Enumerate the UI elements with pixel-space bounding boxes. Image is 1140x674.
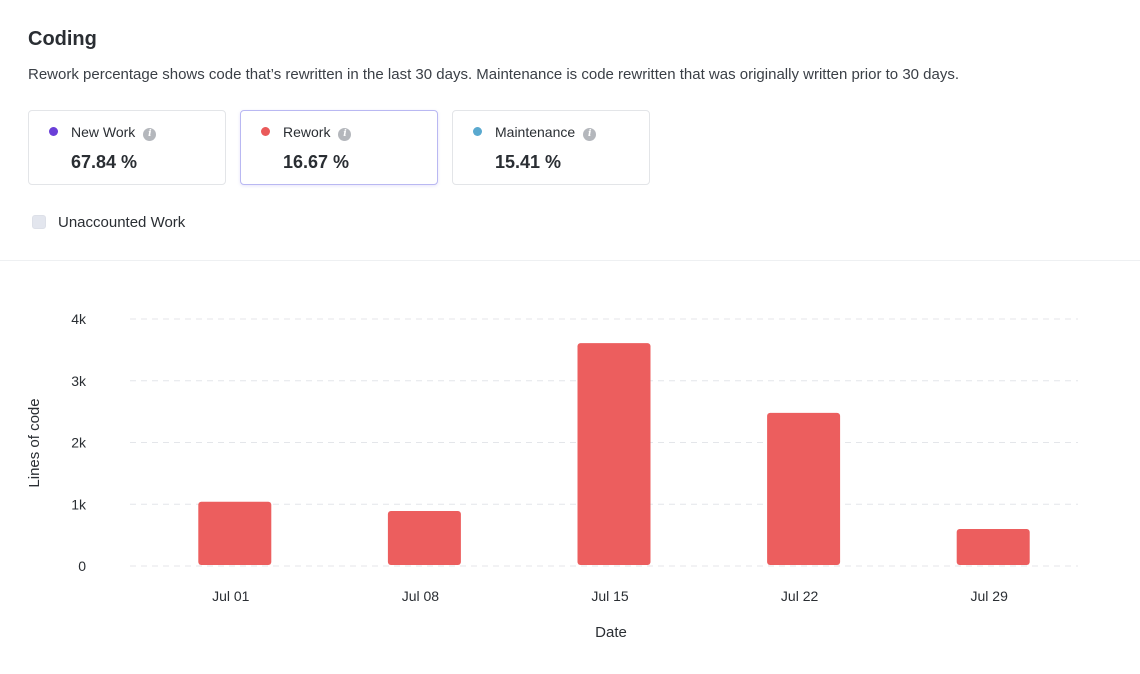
metric-label: Rework [283, 124, 331, 140]
bar-jul-15 [577, 343, 651, 565]
page-title: Coding [28, 28, 97, 50]
y-tick-label: 2k [71, 435, 87, 451]
y-tick-label: 4k [71, 311, 87, 327]
metric-card-maintenance[interactable]: Maintenance i 15.41 % [452, 110, 650, 185]
x-tick-label: Jul 08 [402, 588, 440, 604]
new-work-color-dot [49, 127, 58, 136]
rework-color-dot [261, 127, 270, 136]
bar-jul-22 [767, 412, 841, 565]
x-tick-label: Jul 29 [971, 588, 1009, 604]
metric-value: 15.41 % [495, 152, 562, 172]
x-tick-label: Jul 15 [591, 588, 629, 604]
metric-value: 67.84 % [71, 152, 138, 172]
x-tick-label: Jul 01 [212, 588, 250, 604]
section-divider [0, 260, 1140, 261]
metric-card-rework[interactable]: Rework i 16.67 % [240, 110, 438, 185]
page-description: Rework percentage shows code that’s rewr… [28, 66, 960, 83]
maintenance-color-dot [473, 127, 482, 136]
unaccounted-work-checkbox[interactable] [32, 215, 46, 229]
info-icon[interactable]: i [143, 128, 157, 141]
y-axis-title: Lines of code [26, 398, 43, 487]
x-tick-label: Jul 22 [781, 588, 819, 604]
unaccounted-work-label: Unaccounted Work [58, 213, 186, 231]
metric-label: New Work [71, 124, 136, 140]
bar-jul-01 [198, 501, 272, 565]
bar-jul-29 [956, 528, 1030, 565]
y-tick-label: 3k [71, 373, 87, 389]
metric-value: 16.67 % [283, 152, 350, 172]
metric-label: Maintenance [495, 124, 576, 140]
metric-card-new-work[interactable]: New Work i 67.84 % [28, 110, 226, 185]
unaccounted-work-toggle[interactable]: Unaccounted Work [32, 212, 185, 232]
y-tick-label: 0 [78, 558, 86, 574]
x-axis-title: Date [595, 624, 627, 641]
y-tick-label: 1k [71, 496, 87, 512]
info-icon[interactable]: i [338, 128, 352, 141]
bar-jul-08 [387, 511, 461, 565]
info-icon[interactable]: i [583, 128, 597, 141]
